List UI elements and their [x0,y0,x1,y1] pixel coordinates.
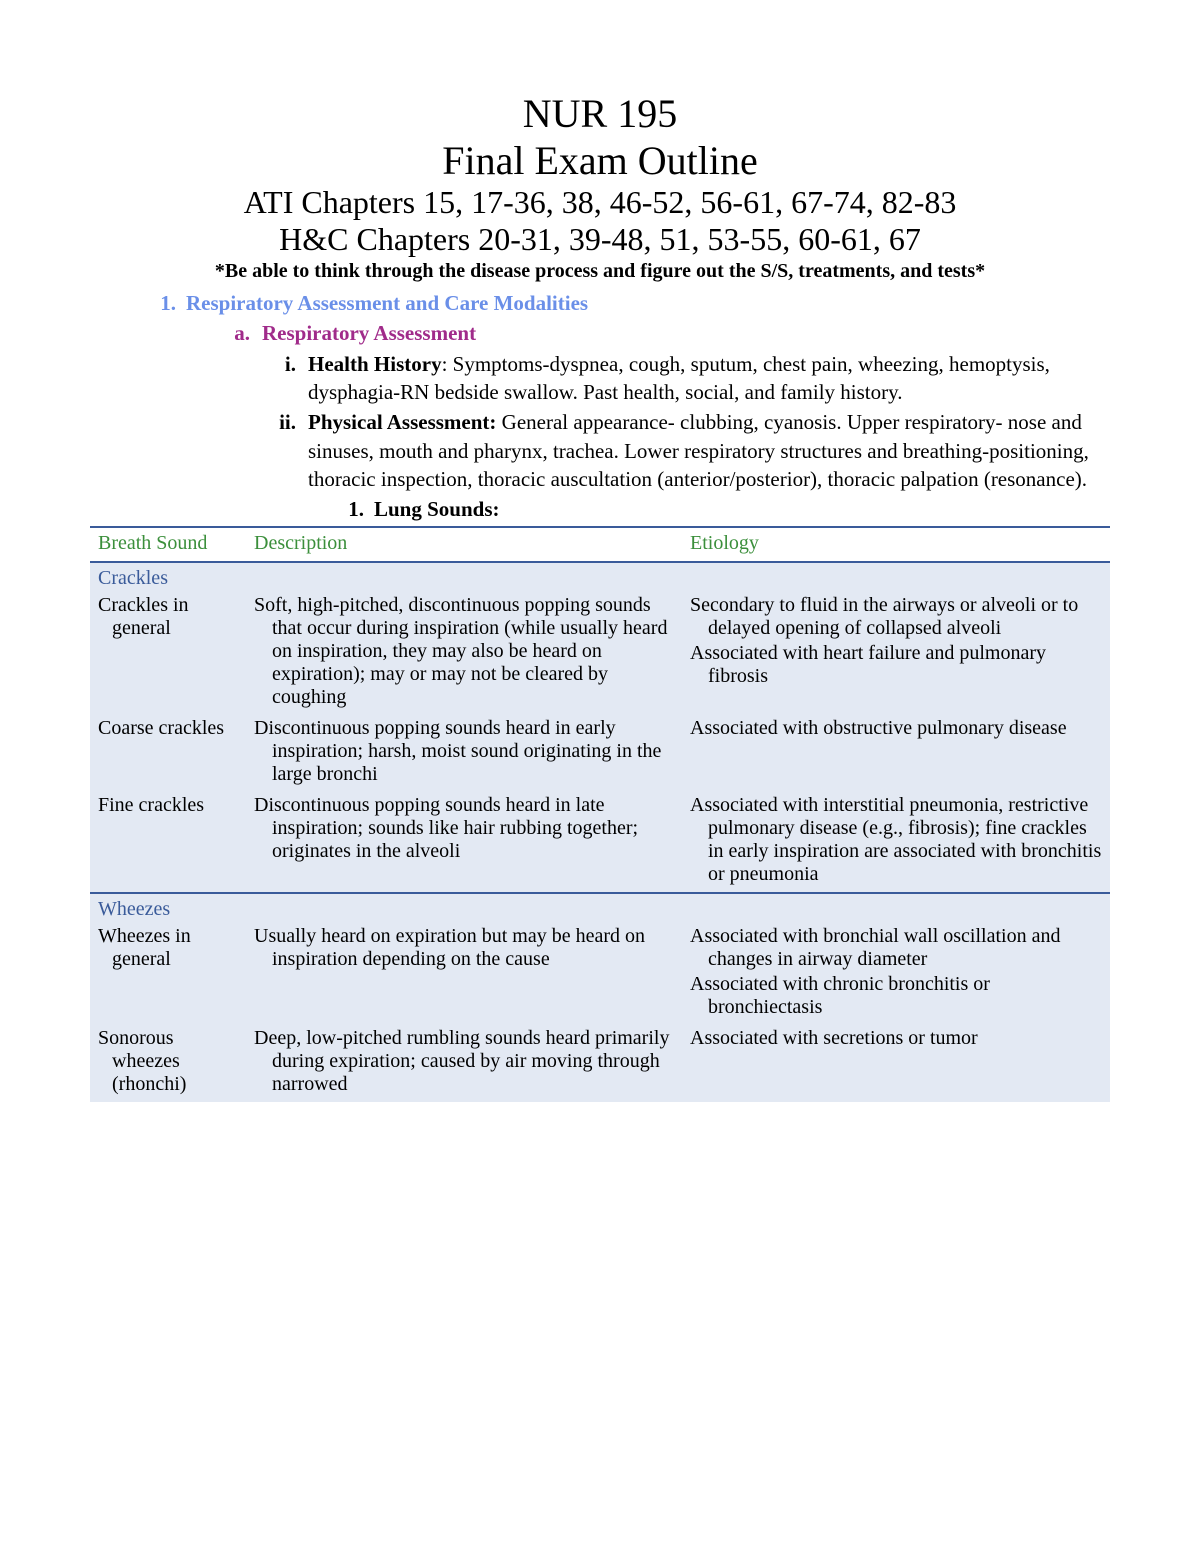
outline-level-2: a. Respiratory Assessment [226,319,1110,347]
group-wheezes: Wheezes [90,893,1110,923]
table-header-row: Breath Sound Description Etiology [90,527,1110,562]
table-row: Coarse crackles Discontinuous popping so… [90,715,1110,792]
outline-level-1: 1. Respiratory Assessment and Care Modal… [90,289,1110,317]
table-row: Sonorous wheezes (rhonchi) Deep, low-pit… [90,1025,1110,1102]
section-title-1: Respiratory Assessment and Care Modaliti… [186,289,588,317]
subsection-title-a: Respiratory Assessment [262,319,476,347]
group-crackles: Crackles [90,562,1110,592]
etio-crackles-general-1: Secondary to fluid in the airways or alv… [690,594,1102,640]
ati-chapters: ATI Chapters 15, 17-36, 38, 46-52, 56-61… [90,184,1110,221]
sound-sonorous: Sonorous wheezes (rhonchi) [98,1027,238,1096]
col-etiology: Etiology [682,527,1110,562]
desc-fine: Discontinuous popping sounds heard in la… [254,794,674,863]
desc-coarse: Discontinuous popping sounds heard in ea… [254,717,674,786]
sound-wheezes-general: Wheezes in general [98,925,238,971]
outline-item-i: i. Health History: Symptoms-dyspnea, cou… [268,350,1110,407]
etio-fine: Associated with interstitial pneumonia, … [690,794,1102,886]
exam-title: Final Exam Outline [90,137,1110,184]
study-note: *Be able to think through the disease pr… [90,260,1110,283]
col-breath-sound: Breath Sound [90,527,246,562]
lung-sounds-label: Lung Sounds: [374,495,500,523]
lung-sounds-table: Breath Sound Description Etiology Crackl… [90,526,1110,1102]
outline-number-1-1: 1. [344,495,364,523]
physical-assessment-label: Physical Assessment: [308,410,496,434]
health-history-label: Health History [308,352,442,376]
sound-fine: Fine crackles [98,794,238,817]
title-block: NUR 195 Final Exam Outline ATI Chapters … [90,90,1110,283]
outline-roman-i: i. [268,350,296,407]
hc-chapters: H&C Chapters 20-31, 39-48, 51, 53-55, 60… [90,221,1110,258]
group-wheezes-label: Wheezes [90,893,1110,923]
course-code: NUR 195 [90,90,1110,137]
sound-crackles-general: Crackles in general [98,594,238,640]
etio-crackles-general-2: Associated with heart failure and pulmon… [690,642,1102,688]
table-row: Fine crackles Discontinuous popping soun… [90,792,1110,893]
outline-item-i-body: Health History: Symptoms-dyspnea, cough,… [308,350,1110,407]
table-row: Wheezes in general Usually heard on expi… [90,923,1110,1025]
sound-coarse: Coarse crackles [98,717,238,740]
desc-sonorous: Deep, low-pitched rumbling sounds heard … [254,1027,674,1096]
outline-item-ii: ii. Physical Assessment: General appeara… [268,408,1110,493]
outline-roman-ii: ii. [268,408,296,493]
outline-item-1-1: 1. Lung Sounds: [344,495,1110,523]
col-description: Description [246,527,682,562]
group-crackles-label: Crackles [90,562,1110,592]
table-row: Crackles in general Soft, high-pitched, … [90,592,1110,715]
outline-letter-a: a. [226,319,250,347]
outline-number-1: 1. [148,289,176,317]
etio-sonorous: Associated with secretions or tumor [690,1027,1102,1050]
etio-wheezes-general-2: Associated with chronic bronchitis or br… [690,973,1102,1019]
outline: 1. Respiratory Assessment and Care Modal… [90,289,1110,524]
outline-item-ii-body: Physical Assessment: General appearance-… [308,408,1110,493]
document-page: NUR 195 Final Exam Outline ATI Chapters … [0,0,1200,1162]
etio-wheezes-general-1: Associated with bronchial wall oscillati… [690,925,1102,971]
desc-wheezes-general: Usually heard on expiration but may be h… [254,925,674,971]
desc-crackles-general: Soft, high-pitched, discontinuous poppin… [254,594,674,709]
etio-coarse: Associated with obstructive pulmonary di… [690,717,1102,740]
